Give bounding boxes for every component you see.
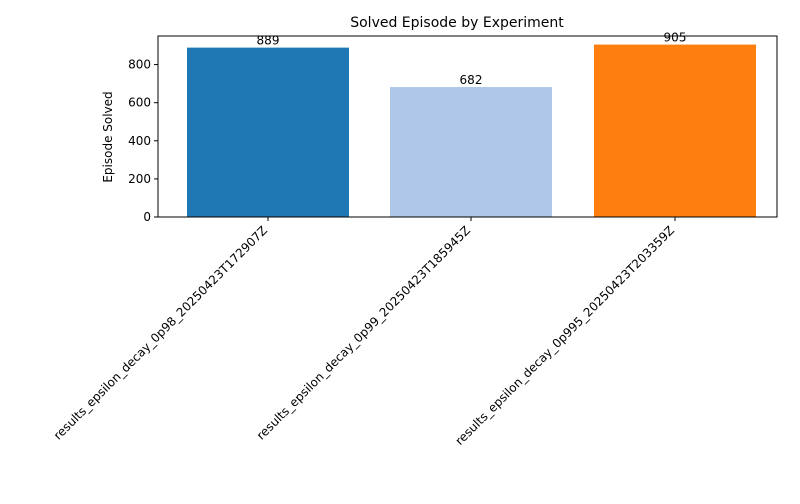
data-label: 905 xyxy=(664,31,687,45)
x-tick-label: results_epsilon_decay_0p99_20250423T1859… xyxy=(254,223,473,442)
bar xyxy=(187,47,349,218)
bar xyxy=(594,44,756,217)
y-tick-label: 200 xyxy=(128,172,151,186)
y-tick-label: 0 xyxy=(143,210,151,224)
y-axis-label: Episode Solved xyxy=(101,91,115,182)
x-tick-label: results_epsilon_decay_0p98_20250423T1729… xyxy=(51,223,270,442)
data-label: 682 xyxy=(460,73,483,87)
axes-frame xyxy=(157,35,778,218)
plot-area: 889 682 905 0 200 400 600 800 results_epsilon_de… xyxy=(51,31,778,448)
y-tick-label: 600 xyxy=(128,96,151,110)
y-tick-label: 400 xyxy=(128,134,151,148)
bar xyxy=(390,87,552,217)
y-tick-label: 800 xyxy=(128,58,151,72)
data-label: 889 xyxy=(257,34,280,48)
chart-title: Solved Episode by Experiment xyxy=(350,15,564,31)
x-tick-label: results_epsilon_decay_0p995_20250423T203… xyxy=(452,223,677,448)
